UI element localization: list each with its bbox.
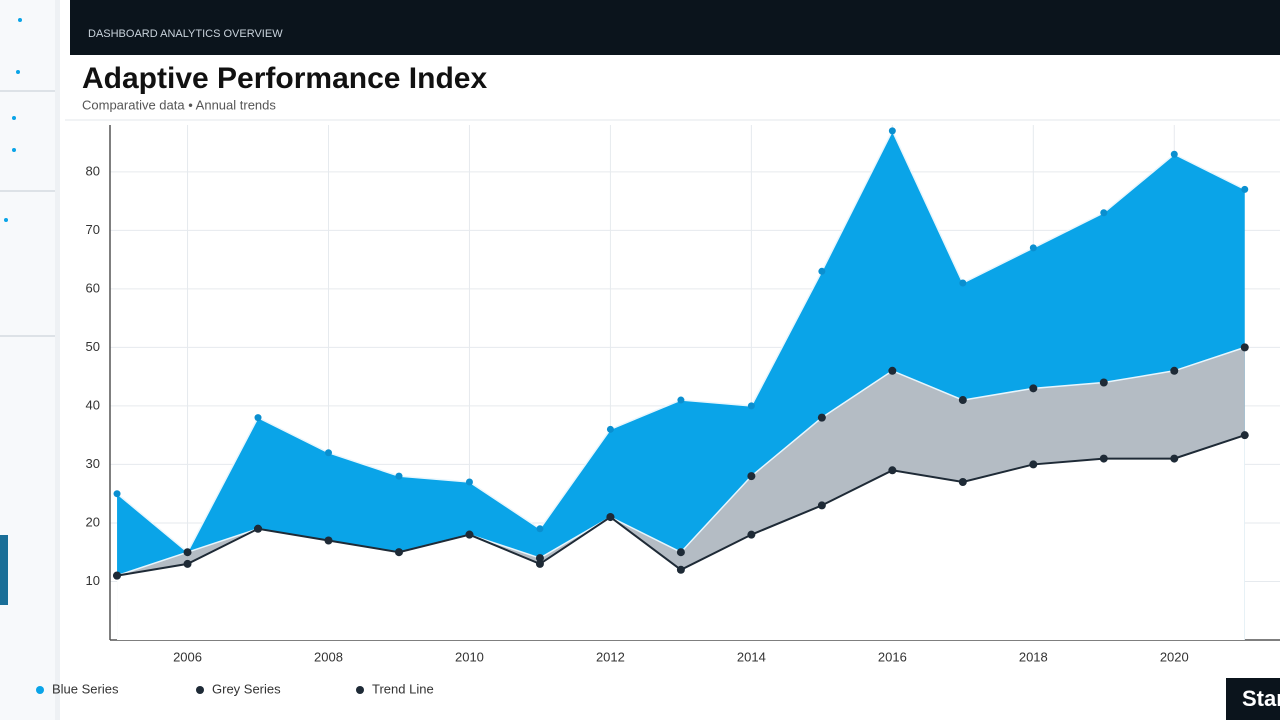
point xyxy=(959,279,967,287)
point xyxy=(1029,244,1037,252)
y-tick-label: 70 xyxy=(86,222,100,237)
point xyxy=(958,396,967,405)
point xyxy=(1099,378,1108,387)
point xyxy=(1241,185,1249,193)
point xyxy=(183,559,192,568)
x-tick-label: 2008 xyxy=(314,649,343,664)
point xyxy=(888,127,896,135)
y-tick-label: 80 xyxy=(86,163,100,178)
sidebar-dot xyxy=(12,116,16,120)
y-tick-label: 20 xyxy=(86,514,100,529)
legend-marker xyxy=(356,686,364,694)
point xyxy=(818,267,826,275)
point xyxy=(1240,431,1249,440)
point xyxy=(747,530,756,539)
y-tick-label: 10 xyxy=(86,573,100,588)
legend-marker xyxy=(36,686,44,694)
point xyxy=(1170,366,1179,375)
sidebar-dot xyxy=(12,148,16,152)
y-tick-label: 60 xyxy=(86,280,100,295)
chart-title: Adaptive Performance Index xyxy=(82,62,487,95)
point xyxy=(677,396,685,404)
point xyxy=(324,536,333,545)
sidebar-divider xyxy=(0,335,55,337)
point xyxy=(1029,384,1038,393)
point xyxy=(465,530,474,539)
point xyxy=(606,513,615,522)
point xyxy=(254,414,262,422)
point xyxy=(747,402,755,410)
x-tick-label: 2006 xyxy=(173,649,202,664)
point xyxy=(817,413,826,422)
x-tick-label: 2020 xyxy=(1160,649,1189,664)
y-tick-label: 30 xyxy=(86,456,100,471)
point xyxy=(676,565,685,574)
point xyxy=(113,490,121,498)
x-tick-label: 2016 xyxy=(878,649,907,664)
point xyxy=(536,525,544,533)
sidebar xyxy=(0,0,55,720)
point xyxy=(394,548,403,557)
sidebar-dot xyxy=(4,218,8,222)
point xyxy=(676,548,685,557)
plot: 10 20 30 40 50 60 70 80 2006 2008 2010 2012 2014 2016… xyxy=(86,125,1280,664)
start-button[interactable] xyxy=(1226,678,1280,720)
sidebar-dot xyxy=(16,70,20,74)
point xyxy=(113,571,122,580)
x-tick-label: 2012 xyxy=(596,649,625,664)
sidebar-dot xyxy=(18,18,22,22)
legend-label: Trend Line xyxy=(372,681,434,696)
top-bar xyxy=(70,0,1280,55)
point xyxy=(1170,454,1179,463)
legend-label: Blue Series xyxy=(52,681,119,696)
x-tick-label: 2014 xyxy=(737,649,766,664)
chart-subtitle: Comparative data • Annual trends xyxy=(82,97,276,112)
sidebar-divider xyxy=(0,190,55,192)
point xyxy=(1029,460,1038,469)
point xyxy=(606,425,614,433)
y-tick-label: 50 xyxy=(86,339,100,354)
point xyxy=(958,477,967,486)
point xyxy=(535,559,544,568)
point xyxy=(888,366,897,375)
area-underlay xyxy=(117,435,1245,640)
x-tick-label: 2018 xyxy=(1019,649,1048,664)
point xyxy=(324,449,332,457)
start-button-label[interactable]: Start xyxy=(1242,686,1280,711)
point xyxy=(254,524,263,533)
point xyxy=(1100,209,1108,217)
legend-label: Grey Series xyxy=(212,681,281,696)
x-tick-label: 2010 xyxy=(455,649,484,664)
point xyxy=(1240,343,1249,352)
point xyxy=(395,472,403,480)
point xyxy=(183,548,192,557)
point xyxy=(888,466,897,475)
point xyxy=(1170,150,1178,158)
point xyxy=(535,554,544,563)
point xyxy=(1099,454,1108,463)
top-bar-text: DASHBOARD ANALYTICS OVERVIEW xyxy=(88,28,283,40)
sidebar-accent xyxy=(0,535,8,605)
sidebar-divider xyxy=(0,90,55,92)
point xyxy=(747,472,756,481)
point xyxy=(465,478,473,486)
legend-marker xyxy=(196,686,204,694)
y-tick-label: 40 xyxy=(86,397,100,412)
point xyxy=(817,501,826,510)
